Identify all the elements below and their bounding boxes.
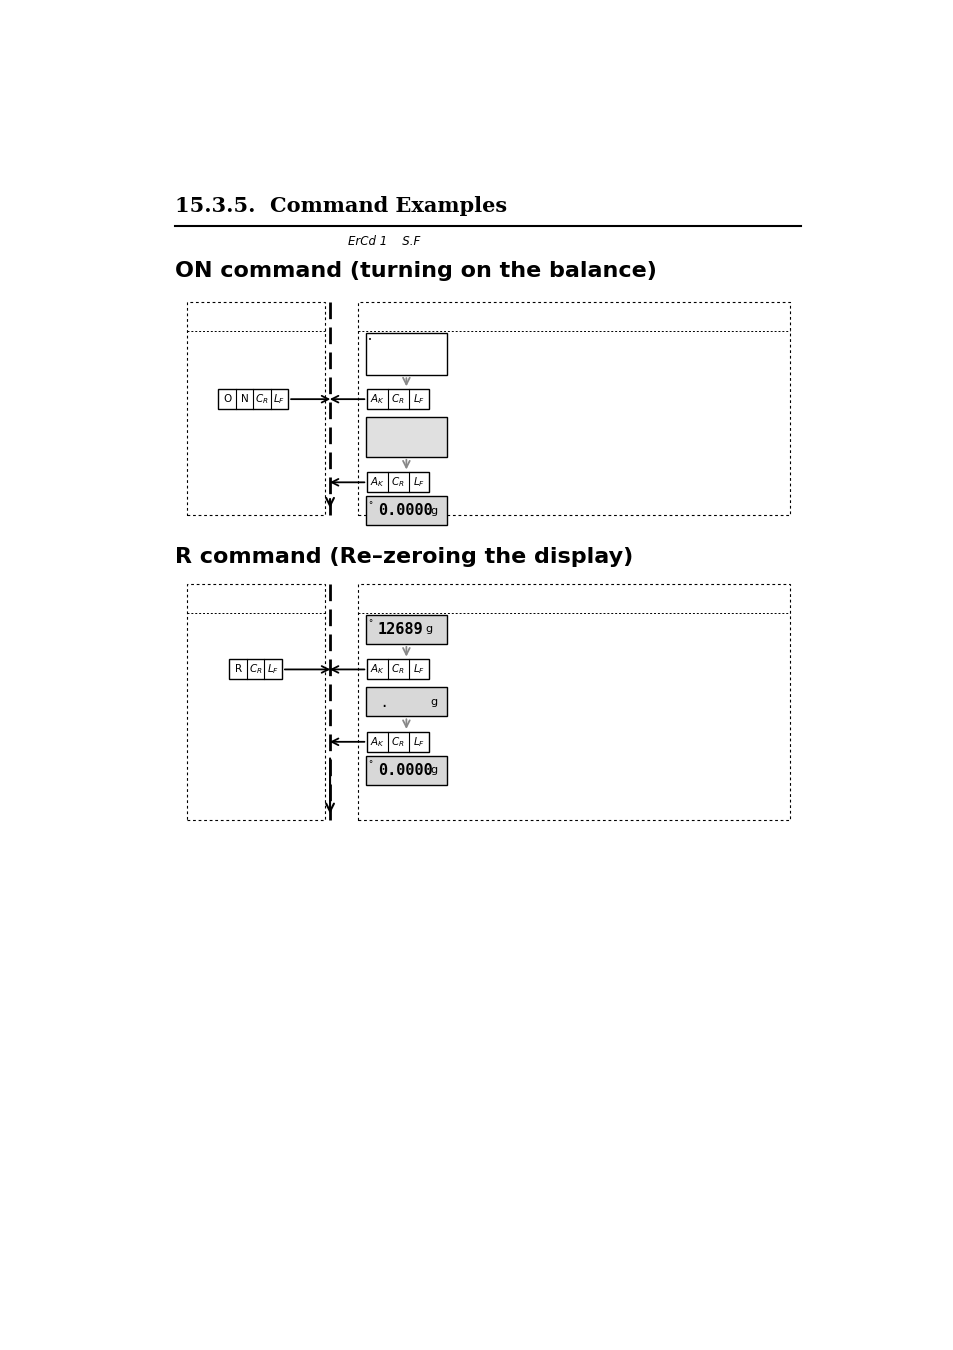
Text: $L_F$: $L_F$ (274, 393, 285, 406)
Text: 12689: 12689 (377, 622, 423, 637)
Text: $L_F$: $L_F$ (267, 663, 279, 676)
Bar (218, 389, 288, 409)
Bar (357, 585, 790, 821)
Text: ErCd 1    S.F: ErCd 1 S.F (348, 235, 419, 248)
Text: g: g (430, 506, 436, 516)
Bar (187, 302, 325, 514)
Text: g: g (430, 697, 436, 707)
Bar (367, 472, 429, 493)
Bar (365, 417, 447, 456)
Bar (365, 497, 447, 525)
Bar (365, 333, 447, 375)
Text: $L_F$: $L_F$ (413, 475, 424, 489)
Text: $C_R$: $C_R$ (255, 393, 269, 406)
Text: $C_R$: $C_R$ (391, 734, 405, 749)
Text: $C_R$: $C_R$ (391, 663, 405, 676)
Text: 0.0000: 0.0000 (377, 763, 433, 778)
Text: $C_R$: $C_R$ (391, 393, 405, 406)
Text: g: g (425, 625, 432, 634)
Text: °: ° (368, 620, 372, 628)
Text: O: O (223, 394, 231, 404)
Text: $C_R$: $C_R$ (391, 475, 405, 489)
Text: °: ° (368, 501, 372, 510)
Text: N: N (240, 394, 248, 404)
Text: $A_K$: $A_K$ (370, 663, 385, 676)
Text: 15.3.5.  Command Examples: 15.3.5. Command Examples (174, 196, 507, 216)
Text: $C_R$: $C_R$ (249, 663, 262, 676)
Text: $A_K$: $A_K$ (370, 393, 385, 406)
Text: $L_F$: $L_F$ (413, 393, 424, 406)
Text: •: • (368, 336, 372, 343)
Text: g: g (430, 765, 436, 775)
Bar (365, 614, 447, 644)
Bar (365, 687, 447, 717)
Bar (367, 389, 429, 409)
Bar (229, 659, 282, 679)
Text: $L_F$: $L_F$ (413, 663, 424, 676)
Bar (187, 585, 325, 821)
Text: R command (Re–zeroing the display): R command (Re–zeroing the display) (174, 547, 633, 567)
Text: $A_K$: $A_K$ (370, 475, 385, 489)
Text: $A_K$: $A_K$ (370, 734, 385, 749)
Bar (357, 302, 790, 514)
Text: 0.0000: 0.0000 (377, 504, 433, 518)
Text: $L_F$: $L_F$ (413, 734, 424, 749)
Text: .: . (381, 693, 386, 710)
Bar (365, 756, 447, 784)
Text: °: ° (368, 760, 372, 770)
Text: R: R (234, 664, 241, 675)
Text: ON command (turning on the balance): ON command (turning on the balance) (174, 261, 657, 281)
Bar (367, 659, 429, 679)
Bar (367, 732, 429, 752)
